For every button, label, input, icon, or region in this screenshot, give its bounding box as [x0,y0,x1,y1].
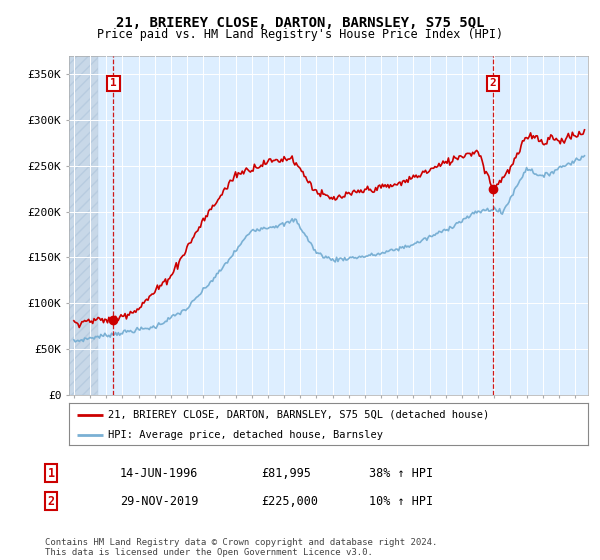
Text: Contains HM Land Registry data © Crown copyright and database right 2024.
This d: Contains HM Land Registry data © Crown c… [45,538,437,557]
Bar [69,56,98,395]
Text: 21, BRIEREY CLOSE, DARTON, BARNSLEY, S75 5QL: 21, BRIEREY CLOSE, DARTON, BARNSLEY, S75… [116,16,484,30]
Text: 21, BRIEREY CLOSE, DARTON, BARNSLEY, S75 5QL (detached house): 21, BRIEREY CLOSE, DARTON, BARNSLEY, S75… [108,410,489,420]
Text: Price paid vs. HM Land Registry's House Price Index (HPI): Price paid vs. HM Land Registry's House … [97,28,503,41]
Text: HPI: Average price, detached house, Barnsley: HPI: Average price, detached house, Barn… [108,430,383,440]
Text: 14-JUN-1996: 14-JUN-1996 [120,466,199,480]
Text: 2: 2 [47,494,55,508]
Text: 38% ↑ HPI: 38% ↑ HPI [369,466,433,480]
Text: £225,000: £225,000 [261,494,318,508]
Text: 29-NOV-2019: 29-NOV-2019 [120,494,199,508]
Text: 1: 1 [110,78,117,88]
Text: £81,995: £81,995 [261,466,311,480]
Text: 2: 2 [490,78,496,88]
Text: 10% ↑ HPI: 10% ↑ HPI [369,494,433,508]
Text: 1: 1 [47,466,55,480]
